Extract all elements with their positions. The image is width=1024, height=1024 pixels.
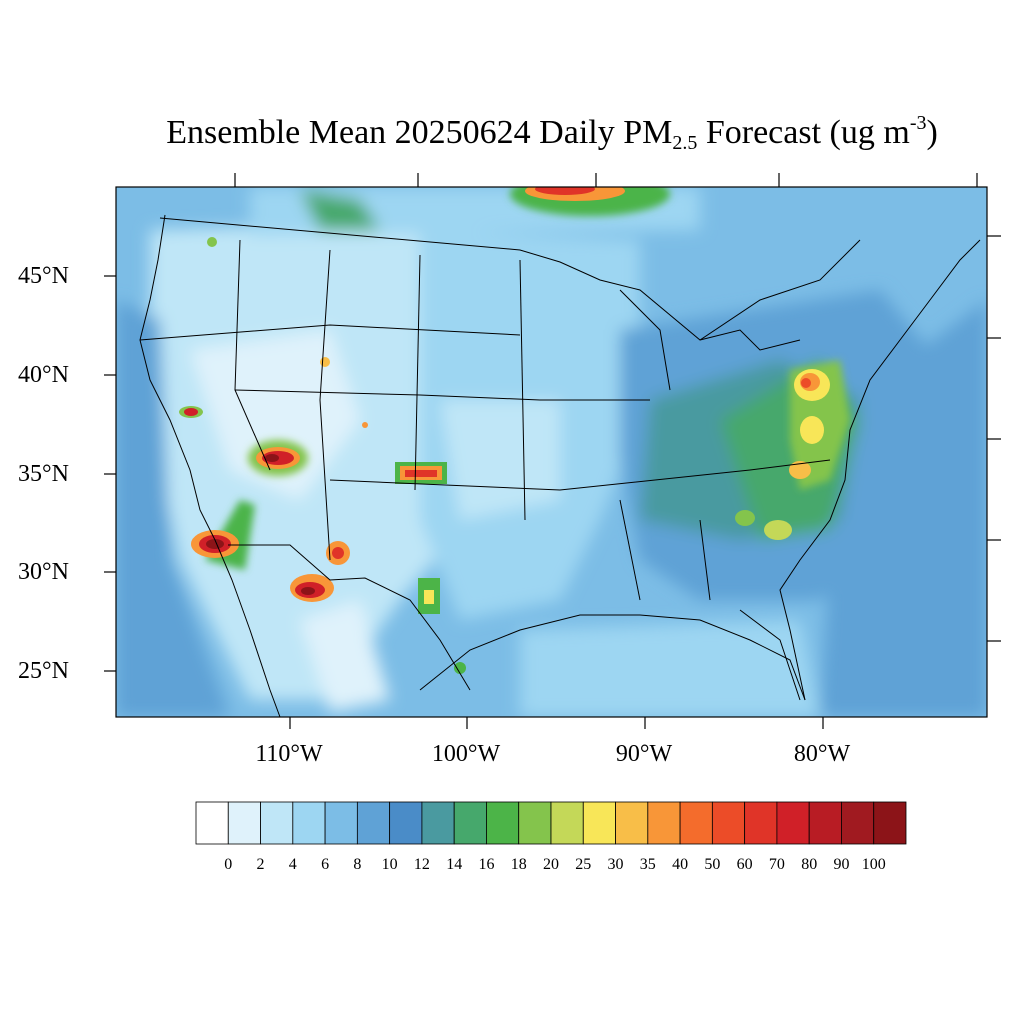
lat-label-35: 35°N xyxy=(18,461,69,487)
colorbar-tick-label: 6 xyxy=(321,856,330,873)
atlantic-coastline xyxy=(779,239,981,701)
colorbar-box xyxy=(841,801,875,845)
hotspot-west-texas xyxy=(418,578,440,614)
pacific-coastline xyxy=(139,214,281,717)
state-line-9 xyxy=(699,519,711,601)
colorbar-tick-label: 35 xyxy=(639,856,656,873)
colorbar-box xyxy=(292,801,326,845)
hotspot-mid-atlantic xyxy=(789,360,850,490)
colorbar-tick-label: 40 xyxy=(672,856,689,873)
hotspot-carolinas xyxy=(735,510,792,540)
hotspot-se-arizona xyxy=(290,574,334,602)
colorbar-box xyxy=(518,801,552,845)
colorbar-tick-label: 70 xyxy=(768,856,785,873)
field-plains-light xyxy=(440,400,560,520)
colorbar-box xyxy=(486,801,520,845)
colorbar xyxy=(195,801,907,845)
lon-label-110w: 110°W xyxy=(255,741,323,767)
colorbar-box xyxy=(744,801,778,845)
colorbar-box xyxy=(647,801,681,845)
colorbar-box xyxy=(324,801,358,845)
colorbar-box xyxy=(421,801,455,845)
lon-label-100w: 100°W xyxy=(431,741,501,767)
axis-ticks xyxy=(104,173,1001,729)
boundaries xyxy=(139,214,981,717)
colorbar-tick-label: 100 xyxy=(861,856,886,873)
colorbar-box xyxy=(711,801,746,845)
hotspot-texas-panhandle xyxy=(395,462,447,484)
colorbar-box xyxy=(582,801,616,845)
colorbar-tick-label: 30 xyxy=(607,856,624,873)
field-gulf xyxy=(520,620,820,717)
mexico-border xyxy=(228,544,471,691)
field-atlantic xyxy=(820,300,987,717)
colorbar-box xyxy=(389,801,423,845)
state-line-3 xyxy=(414,254,421,491)
state-line-8 xyxy=(619,499,641,601)
hotspot-nevada xyxy=(179,406,203,418)
state-line-4 xyxy=(519,259,526,521)
lat-label-30: 30°N xyxy=(18,559,69,585)
colorbar-box xyxy=(679,801,713,845)
field-west-lightest xyxy=(190,330,360,500)
canada-border xyxy=(159,217,861,341)
lat-label-25: 25°N xyxy=(18,658,69,684)
state-line-6 xyxy=(234,389,650,401)
pm25-field xyxy=(116,187,987,717)
colorbar-tick-label: 12 xyxy=(413,856,430,873)
field-pacific xyxy=(116,300,230,717)
colorbar-tick-label: 0 xyxy=(224,856,233,873)
colorbar-tick-label: 10 xyxy=(381,856,398,873)
colorbar-box xyxy=(227,801,261,845)
state-line-5 xyxy=(139,324,521,341)
field-baja-light xyxy=(300,600,390,712)
hotspot-s-new-mexico xyxy=(326,541,350,565)
hotspot-n-arizona xyxy=(248,440,308,476)
colorbar-box xyxy=(615,801,649,845)
colorbar-box xyxy=(776,801,810,845)
field-canada-smoke xyxy=(300,190,380,230)
colorbar-box xyxy=(356,801,391,845)
colorbar-tick-label: 14 xyxy=(446,856,463,873)
colorbar-tick-label: 60 xyxy=(736,856,753,873)
colorbar-box xyxy=(550,801,584,845)
colorbar-box xyxy=(873,801,907,845)
colorbar-tick-label: 18 xyxy=(510,856,527,873)
map-title: Ensemble Mean 20250624 Daily PM2.5 Forec… xyxy=(166,112,938,154)
colorbar-tick-label: 2 xyxy=(256,856,265,873)
map-frame xyxy=(115,186,988,718)
colorbar-tick-label: 8 xyxy=(353,856,362,873)
state-line-2 xyxy=(319,249,331,561)
lon-label-80w: 80°W xyxy=(793,741,851,767)
gulf-coastline xyxy=(419,614,806,701)
florida-outline xyxy=(739,609,801,701)
colorbar-tick-label: 25 xyxy=(575,856,592,873)
hotspot-sonora xyxy=(191,500,255,570)
lon-label-90w: 90°W xyxy=(615,741,673,767)
colorbar-box xyxy=(808,801,842,845)
colorbar-tick-label: 4 xyxy=(288,856,297,873)
colorbar-box xyxy=(260,801,294,845)
colorbar-tick-label: 20 xyxy=(543,856,559,873)
state-line-7 xyxy=(329,459,831,491)
great-lakes xyxy=(619,289,801,391)
colorbar-tick-label: 16 xyxy=(478,856,495,873)
colorbar-box xyxy=(195,801,229,845)
lat-label-40: 40°N xyxy=(18,362,69,388)
colorbar-tick-label: 90 xyxy=(833,856,850,873)
hotspot-ontario xyxy=(510,187,670,216)
colorbar-box xyxy=(453,801,487,845)
lat-label-45: 45°N xyxy=(18,263,69,289)
colorbar-tick-label: 80 xyxy=(801,856,818,873)
colorbar-tick-label: 50 xyxy=(704,856,721,873)
